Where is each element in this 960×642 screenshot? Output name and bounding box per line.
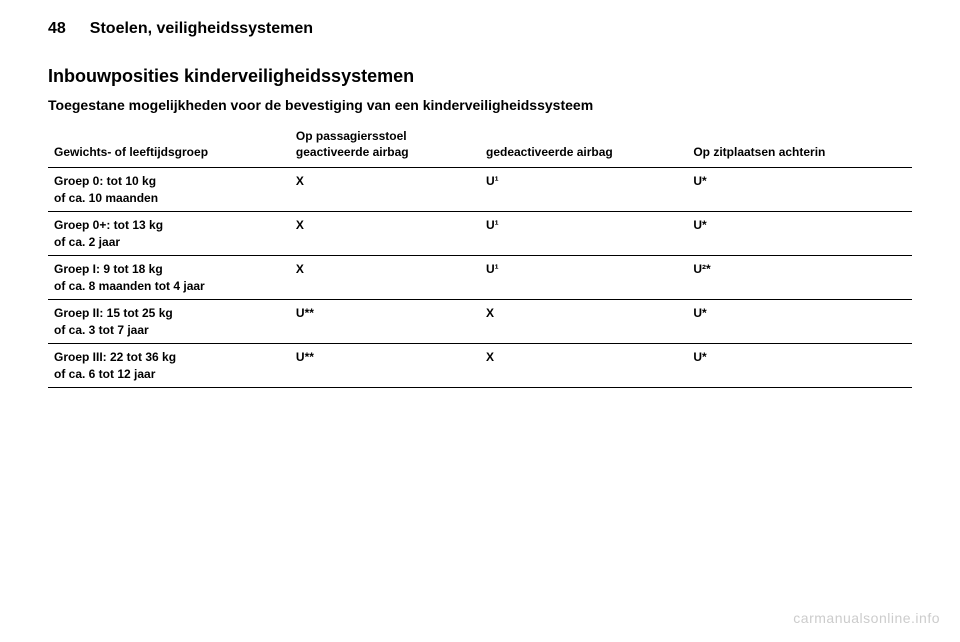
cell-c3: X xyxy=(480,300,687,344)
cell-c3: U¹ xyxy=(480,168,687,212)
header-deactivated: gedeactiveerde airbag xyxy=(480,125,687,168)
table-row: Groep 0+: tot 13 kg of ca. 2 jaar X U¹ U… xyxy=(48,212,912,256)
header-rear: Op zitplaatsen achterin xyxy=(687,125,912,168)
page-header: 48 Stoelen, veiligheidssystemen xyxy=(48,20,912,38)
table-row: Groep I: 9 tot 18 kg of ca. 8 maanden to… xyxy=(48,256,912,300)
group-main: Groep 0: tot 10 kg xyxy=(54,174,156,188)
header-passenger-active: Op passagiersstoel geactiveerde airbag xyxy=(290,125,480,168)
cell-group: Groep II: 15 tot 25 kg of ca. 3 tot 7 ja… xyxy=(48,300,290,344)
table-header-row: Gewichts- of leeftijdsgroep Op passagier… xyxy=(48,125,912,168)
cell-c3: U¹ xyxy=(480,256,687,300)
table-row: Groep II: 15 tot 25 kg of ca. 3 tot 7 ja… xyxy=(48,300,912,344)
section-title: Inbouwposities kinderveiligheidssystemen xyxy=(48,66,912,87)
header-group: Gewichts- of leeftijdsgroep xyxy=(48,125,290,168)
table-row: Groep 0: tot 10 kg of ca. 10 maanden X U… xyxy=(48,168,912,212)
cell-group: Groep 0+: tot 13 kg of ca. 2 jaar xyxy=(48,212,290,256)
cell-c4: U* xyxy=(687,300,912,344)
group-sub: of ca. 10 maanden xyxy=(54,191,284,205)
cell-c3: X xyxy=(480,344,687,388)
group-main: Groep II: 15 tot 25 kg xyxy=(54,306,173,320)
group-sub: of ca. 2 jaar xyxy=(54,235,284,249)
group-sub: of ca. 8 maanden tot 4 jaar xyxy=(54,279,284,293)
group-main: Groep III: 22 tot 36 kg xyxy=(54,350,176,364)
chapter-title: Stoelen, veiligheidssystemen xyxy=(90,20,313,38)
header-passenger-bottom: geactiveerde airbag xyxy=(296,145,409,159)
cell-c3: U¹ xyxy=(480,212,687,256)
watermark: carmanualsonline.info xyxy=(793,610,940,626)
header-passenger-top: Op passagiersstoel xyxy=(296,129,474,143)
section-subtitle: Toegestane mogelijkheden voor de bevesti… xyxy=(48,97,912,113)
cell-c2: U** xyxy=(290,344,480,388)
cell-group: Groep 0: tot 10 kg of ca. 10 maanden xyxy=(48,168,290,212)
cell-c4: U²* xyxy=(687,256,912,300)
group-main: Groep I: 9 tot 18 kg xyxy=(54,262,163,276)
group-sub: of ca. 3 tot 7 jaar xyxy=(54,323,284,337)
child-seat-table: Gewichts- of leeftijdsgroep Op passagier… xyxy=(48,125,912,388)
group-sub: of ca. 6 tot 12 jaar xyxy=(54,367,284,381)
cell-c2: X xyxy=(290,168,480,212)
cell-c2: X xyxy=(290,256,480,300)
table-row: Groep III: 22 tot 36 kg of ca. 6 tot 12 … xyxy=(48,344,912,388)
cell-c2: U** xyxy=(290,300,480,344)
cell-c4: U* xyxy=(687,168,912,212)
cell-c4: U* xyxy=(687,212,912,256)
cell-c4: U* xyxy=(687,344,912,388)
page-number: 48 xyxy=(48,20,66,38)
cell-group: Groep I: 9 tot 18 kg of ca. 8 maanden to… xyxy=(48,256,290,300)
cell-c2: X xyxy=(290,212,480,256)
table-body: Groep 0: tot 10 kg of ca. 10 maanden X U… xyxy=(48,168,912,388)
cell-group: Groep III: 22 tot 36 kg of ca. 6 tot 12 … xyxy=(48,344,290,388)
group-main: Groep 0+: tot 13 kg xyxy=(54,218,163,232)
